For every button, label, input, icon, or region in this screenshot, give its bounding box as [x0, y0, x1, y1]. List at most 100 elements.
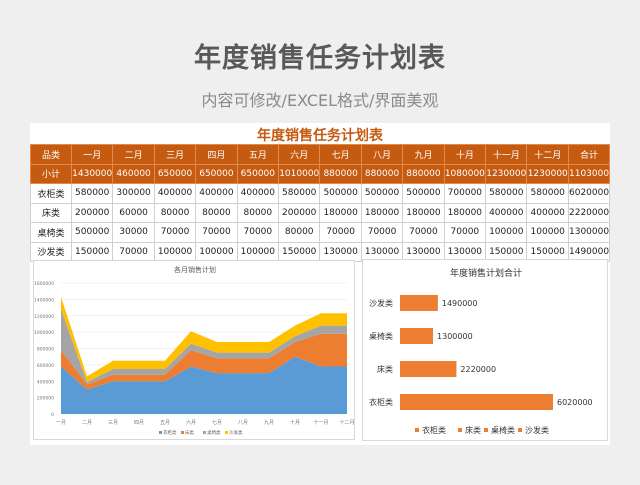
table-cell[interactable]: 580000: [70, 183, 114, 204]
table-cell[interactable]: 500000: [319, 183, 362, 204]
table-cell[interactable]: 1010000: [278, 163, 321, 184]
table-cell[interactable]: 150000: [70, 241, 114, 262]
table-cell[interactable]: 70000: [195, 222, 238, 243]
table-cell[interactable]: 500000: [360, 183, 404, 204]
table-cell[interactable]: 十月: [443, 144, 487, 165]
table-cell[interactable]: 80000: [153, 202, 197, 223]
bar-0: [400, 394, 553, 410]
table-cell[interactable]: 300000: [112, 183, 155, 204]
table-cell[interactable]: 80000: [195, 202, 238, 223]
table-cell[interactable]: 500000: [70, 222, 114, 243]
table-cell[interactable]: 合计: [568, 144, 610, 165]
table-cell[interactable]: 100000: [485, 222, 528, 243]
table-cell[interactable]: 30000: [112, 222, 155, 243]
y-tick-label: 1200000: [34, 314, 54, 320]
y-tick-label: 1600000: [34, 281, 54, 287]
table-cell[interactable]: 130000: [319, 241, 362, 262]
table-cell[interactable]: 650000: [153, 163, 197, 184]
table-cell[interactable]: 八月: [360, 144, 404, 165]
table-cell[interactable]: 70000: [360, 222, 404, 243]
table-cell[interactable]: 品类: [30, 144, 72, 165]
table-cell[interactable]: 200000: [278, 202, 321, 223]
table-cell[interactable]: 1230000: [485, 163, 528, 184]
table-cell[interactable]: 580000: [526, 183, 569, 204]
table-cell[interactable]: 6020000: [568, 183, 610, 204]
y-tick-label: 1400000: [34, 297, 54, 303]
table-cell[interactable]: 70000: [112, 241, 155, 262]
table-cell[interactable]: 1230000: [526, 163, 569, 184]
table-cell[interactable]: 70000: [402, 222, 445, 243]
table-cell[interactable]: 11030000: [568, 163, 610, 184]
table-cell[interactable]: 400000: [236, 183, 280, 204]
table-cell[interactable]: 200000: [70, 202, 114, 223]
table-cell[interactable]: 400000: [153, 183, 197, 204]
table-cell[interactable]: 100000: [236, 241, 280, 262]
table-cell[interactable]: 580000: [485, 183, 528, 204]
table-cell[interactable]: 桌椅类: [30, 222, 72, 243]
table-cell[interactable]: 460000: [112, 163, 155, 184]
table-cell[interactable]: 七月: [319, 144, 362, 165]
table-cell[interactable]: 100000: [153, 241, 197, 262]
x-tick-label: 七月: [212, 419, 222, 426]
table-cell[interactable]: 一月: [70, 144, 114, 165]
table-cell[interactable]: 衣柜类: [30, 183, 72, 204]
table-cell[interactable]: 80000: [278, 222, 321, 243]
table-cell[interactable]: 880000: [319, 163, 362, 184]
table-cell[interactable]: 80000: [236, 202, 280, 223]
table-cell[interactable]: 400000: [526, 202, 569, 223]
legend-label: 衣柜类: [422, 425, 446, 435]
table-cell[interactable]: 70000: [319, 222, 362, 243]
table-cell[interactable]: 500000: [402, 183, 445, 204]
legend-label: 床类: [185, 429, 194, 436]
table-cell[interactable]: 60000: [112, 202, 155, 223]
table-header-row: 品类 一月 二月 三月 四月 五月 六月 七月 八月 九月 十月 十一月 十二月 合计: [30, 144, 610, 165]
table-cell[interactable]: 沙发类: [30, 241, 72, 262]
page-title: 年度销售任务计划表: [194, 43, 446, 74]
table-cell[interactable]: 十二月: [526, 144, 569, 165]
table-cell[interactable]: 880000: [360, 163, 404, 184]
table-cell[interactable]: 1430000: [70, 163, 114, 184]
table-cell[interactable]: 二月: [112, 144, 155, 165]
table-cell[interactable]: 180000: [443, 202, 487, 223]
table-cell[interactable]: 700000: [443, 183, 487, 204]
table-row: 衣柜类 580000 300000 400000 400000 400000 580000 5…: [30, 183, 610, 204]
table-cell[interactable]: 70000: [236, 222, 280, 243]
page-subtitle: 内容可修改/EXCEL格式/界面美观: [201, 91, 439, 110]
table-cell[interactable]: 180000: [402, 202, 445, 223]
table-cell[interactable]: 1490000: [568, 241, 610, 262]
table-cell[interactable]: 180000: [319, 202, 362, 223]
table-cell[interactable]: 十一月: [485, 144, 528, 165]
table-cell[interactable]: 1300000: [568, 222, 610, 243]
x-tick-label: 六月: [186, 419, 196, 426]
table-cell[interactable]: 2220000: [568, 202, 610, 223]
table-cell[interactable]: 70000: [443, 222, 487, 243]
value-label: 2220000: [460, 365, 496, 374]
table-cell[interactable]: 70000: [153, 222, 197, 243]
table-cell[interactable]: 五月: [236, 144, 280, 165]
table-cell[interactable]: 小计: [30, 163, 72, 184]
y-tick-label: 200000: [37, 396, 54, 402]
table-cell[interactable]: 1080000: [443, 163, 487, 184]
y-tick-label: 400000: [37, 379, 54, 385]
spreadsheet: 年度销售任务计划表 品类 一月 二月 三月 四月 五月 六月 七月 八月 九月 十月 十一月 十二月 合计…: [30, 123, 610, 445]
category-label: 沙发类: [369, 298, 393, 308]
chart-title: 各月销售计划: [174, 265, 216, 274]
table-cell[interactable]: 880000: [402, 163, 445, 184]
table-cell[interactable]: 六月: [278, 144, 321, 165]
table-cell[interactable]: 床类: [30, 202, 72, 223]
table-cell[interactable]: 150000: [278, 241, 321, 262]
table-cell[interactable]: 180000: [360, 202, 404, 223]
table-cell[interactable]: 100000: [526, 222, 569, 243]
table-cell[interactable]: 580000: [278, 183, 321, 204]
legend-swatch: [518, 428, 522, 432]
table-cell[interactable]: 400000: [195, 183, 238, 204]
table-cell[interactable]: 400000: [485, 202, 528, 223]
table-cell[interactable]: 三月: [153, 144, 197, 165]
table-cell[interactable]: 100000: [195, 241, 238, 262]
legend-swatch: [203, 431, 206, 434]
table-cell[interactable]: 四月: [195, 144, 238, 165]
area-series-1: [61, 333, 347, 390]
table-cell[interactable]: 九月: [402, 144, 445, 165]
table-cell[interactable]: 650000: [195, 163, 238, 184]
table-cell[interactable]: 650000: [236, 163, 280, 184]
